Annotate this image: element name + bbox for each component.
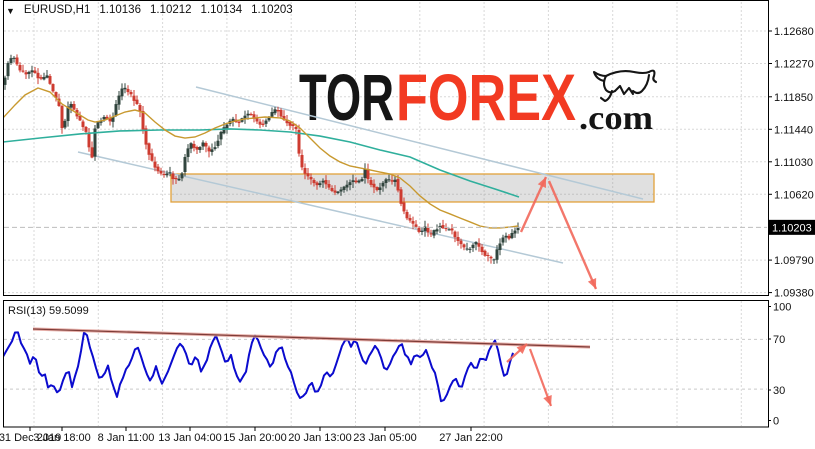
price-axis-label: 1.09790 [774,255,814,267]
time-axis-label: 8 Jan 11:00 [98,432,155,444]
rsi-indicator-label: RSI(13) 59.5099 [8,305,89,317]
watermark-tor-text: TOR [299,60,394,134]
symbol-period-label: EURUSD,H1 [23,4,91,16]
time-axis-label: 31 Dec 2019 [0,432,61,444]
ohlc-low-value: 1.10134 [200,4,243,16]
price-axis-label: 1.12680 [774,26,814,38]
time-axis-label: 13 Jan 04:00 [158,432,222,444]
time-axis-label: 23 Jan 05:00 [353,432,417,444]
rsi-line [4,331,514,403]
moving-average-lines [4,87,520,229]
rsi-axis-label: 70 [773,334,785,346]
current-price-badge [769,219,815,235]
rsi-panel[interactable] [3,300,769,428]
rsi-axis-label: 0 [773,416,779,428]
torforex-watermark: TOR FOREX .com [299,60,658,137]
main-chart-panel[interactable] [3,0,769,296]
price-axis-label: 1.11030 [774,157,813,169]
rsi-trendline-and-arrows [32,327,591,407]
time-axis-label: 27 Jan 22:00 [439,432,503,444]
price-axis-label: 1.10620 [774,189,814,201]
price-axis-label: 1.12270 [774,58,814,70]
chart-header: ▼ EURUSD,H1 1.10136 1.10212 1.10134 1.10… [6,4,293,16]
ohlc-close-value: 1.10203 [251,4,293,16]
watermark-dotcom-text: .com [579,100,653,137]
bull-sketch-icon [592,69,658,103]
rsi-axis-label: 30 [773,385,785,397]
rsi-axis-label: 100 [773,302,791,314]
ma-slow-line [4,128,520,198]
forecast-arrows [519,176,598,290]
time-axis-label: 15 Jan 20:00 [223,432,287,444]
price-axis-label: 1.11850 [774,92,813,104]
time-axis-label: 20 Jan 13:00 [288,432,352,444]
time-axis-label: 3 Jan 18:00 [33,432,91,444]
price-axis-label: 1.09380 [774,288,814,300]
price-axis-label: 1.11440 [774,124,813,136]
rsi-axis-labels: 100 70 30 0 [768,302,791,428]
main-grid [4,2,767,294]
ma-fast-line [4,87,519,229]
current-price-badge-text: 1.10203 [772,222,812,234]
rsi-grid [4,301,767,426]
symbol-dropdown-icon[interactable]: ▼ [6,5,15,16]
ohlc-open-value: 1.10136 [99,4,141,16]
ohlc-high-value: 1.10212 [149,4,192,16]
rsi-label: RSI(13) 59.5099 [8,305,89,317]
watermark-forex-text: FOREX [396,60,576,134]
price-axis-labels: 1.12680 1.12270 1.11850 1.11440 1.11030 1.106… [768,26,815,300]
